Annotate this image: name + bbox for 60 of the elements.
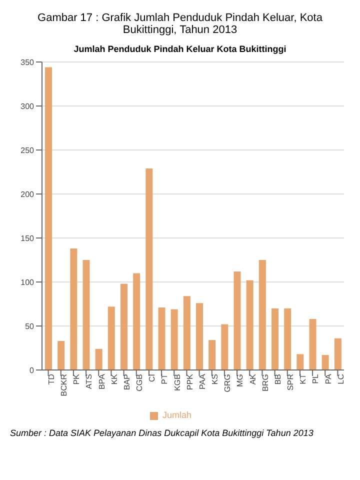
bar xyxy=(120,284,128,370)
x-tick-label: PL xyxy=(311,373,320,384)
text: Sumber : Data SIAK Pelayanan Dinas Dukcapil Kota Bukittinggi Tahun 2013 xyxy=(9,427,314,440)
x-tick-label: CI xyxy=(148,374,157,382)
y-tick-label: 50 xyxy=(25,322,35,331)
bar xyxy=(334,338,342,370)
bar xyxy=(70,248,78,370)
bar xyxy=(183,296,190,370)
bar xyxy=(272,308,278,370)
chart-title: Gambar 17 : Grafik Jumlah Penduduk Pindah Keluar, Kota Bukittinggi, Tahun 2013 xyxy=(36,11,324,38)
bar xyxy=(133,273,140,370)
x-tick-label: ATS xyxy=(84,374,94,389)
x-tick-label: SPR xyxy=(286,374,296,390)
bar xyxy=(208,340,216,370)
x-tick-label: KT xyxy=(298,374,308,384)
bar xyxy=(309,318,316,370)
x-tick-label: TD xyxy=(46,374,56,385)
bar xyxy=(108,306,115,370)
chart-subtitle: Jumlah Penduduk Pindah Keluar Kota Bukittinggi xyxy=(72,44,288,54)
bar xyxy=(246,280,254,370)
y-tick-label: 200 xyxy=(20,190,35,199)
x-tick-label: KK xyxy=(110,373,119,385)
x-tick-label: BAP xyxy=(122,374,132,390)
x-tick-label: AK xyxy=(248,373,258,385)
x-tick-label: PAA xyxy=(198,373,207,390)
bar xyxy=(146,168,153,370)
bar xyxy=(95,348,102,370)
bar xyxy=(45,67,52,370)
x-tick-label: CGB xyxy=(135,374,144,392)
x-tick-label: PK xyxy=(72,373,82,385)
bar xyxy=(296,354,304,370)
y-tick-label: 0 xyxy=(30,366,35,375)
bar xyxy=(82,260,90,370)
x-tick-label: KS xyxy=(210,374,220,385)
bar xyxy=(221,324,228,370)
bar xyxy=(170,309,178,370)
x-tick-label: BPA xyxy=(97,373,106,390)
bar xyxy=(258,260,266,370)
x-tick-label: BRG xyxy=(260,374,270,392)
x-tick-label: PA xyxy=(324,373,333,384)
bar xyxy=(234,271,241,370)
bar xyxy=(196,303,203,370)
bar xyxy=(284,308,292,370)
y-tick-label: 150 xyxy=(20,234,35,243)
bar xyxy=(58,340,65,370)
x-tick-label: BB xyxy=(273,374,282,385)
x-tick-label: BCKR xyxy=(60,374,69,396)
x-tick-label: LC xyxy=(336,374,346,384)
x-tick-label: PPK xyxy=(185,373,194,390)
y-tick-label: 300 xyxy=(20,102,35,111)
y-tick-label: 350 xyxy=(20,58,35,67)
bar xyxy=(158,308,166,370)
legend-label: Jumlah xyxy=(162,410,192,420)
x-tick-label: KGB xyxy=(172,374,182,391)
x-tick-label: MG xyxy=(236,374,245,387)
x-tick-label: PT xyxy=(160,374,170,384)
x-tick-label: GRG xyxy=(223,374,232,392)
y-tick-label: 250 xyxy=(20,146,35,155)
bar xyxy=(322,355,329,370)
y-tick-label: 100 xyxy=(20,278,35,287)
